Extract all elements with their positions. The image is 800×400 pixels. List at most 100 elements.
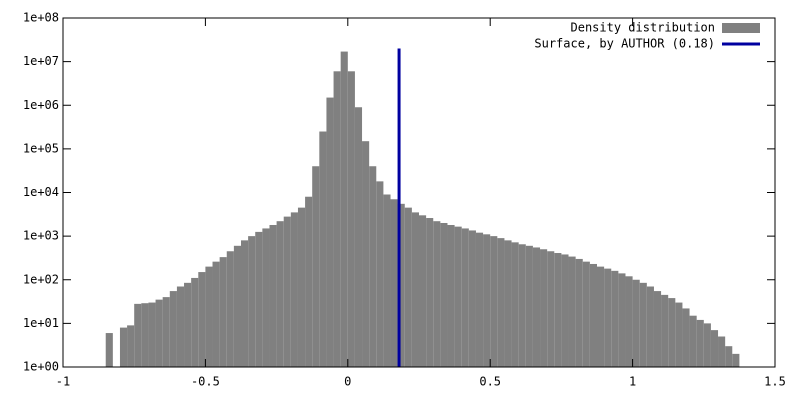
y-tick-label: 1e+00	[23, 360, 59, 374]
histogram-bar	[604, 268, 612, 367]
histogram-bar	[176, 286, 185, 367]
histogram-bar	[668, 298, 676, 367]
histogram-bar	[290, 212, 298, 367]
y-tick-label: 1e+07	[23, 54, 59, 68]
histogram-bar	[397, 203, 405, 367]
y-tick-label: 1e+06	[23, 98, 59, 112]
histogram-bar	[710, 330, 719, 367]
x-tick-label: -1	[56, 375, 70, 389]
histogram-bar	[589, 263, 597, 367]
histogram-bar	[433, 221, 441, 367]
histogram-bar	[134, 303, 142, 367]
histogram-bar	[611, 270, 619, 367]
histogram-bar	[219, 257, 227, 367]
histogram-bar	[411, 212, 419, 367]
histogram-bar	[732, 353, 740, 367]
histogram-bar	[703, 323, 711, 367]
histogram-bar	[248, 236, 256, 367]
histogram-bar	[283, 216, 291, 367]
x-tick-label: -0.5	[191, 375, 220, 389]
histogram-bar	[162, 297, 170, 367]
histogram-bar	[419, 215, 427, 367]
histogram-bar	[554, 253, 562, 367]
histogram-bar	[625, 276, 633, 367]
histogram-bar	[653, 291, 662, 367]
histogram-bar	[241, 240, 249, 367]
histogram-bar	[262, 228, 270, 367]
histogram-bar	[511, 242, 519, 367]
histogram-bar	[468, 230, 476, 367]
histogram-bar	[212, 261, 220, 367]
y-tick-label: 1e+02	[23, 272, 59, 286]
histogram-bar	[440, 222, 448, 367]
histogram-bar	[347, 71, 355, 367]
y-tick-label: 1e+08	[23, 11, 59, 25]
histogram-bar	[725, 346, 733, 367]
histogram-bar	[269, 224, 277, 367]
histogram-bar	[276, 221, 284, 367]
x-tick-label: 1	[629, 375, 636, 389]
histogram-bar	[504, 240, 512, 367]
histogram-bar	[661, 294, 669, 367]
legend-swatch	[722, 23, 760, 33]
histogram-bar	[127, 325, 135, 367]
histogram-bar	[597, 266, 605, 367]
histogram-bar	[326, 97, 334, 367]
histogram-bar	[297, 207, 306, 367]
histogram-bar	[447, 224, 455, 367]
histogram-bar	[475, 232, 484, 367]
histogram-bar	[454, 226, 462, 367]
histogram-bar	[255, 231, 263, 367]
histogram-bar	[490, 236, 498, 367]
histogram-bar	[682, 308, 690, 367]
histogram-bar	[198, 272, 206, 367]
histogram-bar	[675, 302, 683, 367]
histogram-bar	[525, 245, 533, 367]
histogram-bar	[426, 218, 434, 367]
histogram-bar	[226, 251, 234, 367]
histogram-bar	[148, 302, 156, 367]
histogram-bar	[483, 234, 491, 367]
y-tick-label: 1e+04	[23, 185, 59, 199]
histogram-bar	[312, 166, 320, 367]
histogram-bar	[532, 247, 541, 367]
histogram-bar	[575, 258, 583, 367]
histogram-bar	[354, 107, 363, 368]
histogram-bar	[689, 315, 697, 367]
histogram-bar	[461, 228, 469, 367]
histogram-bar	[518, 244, 526, 367]
histogram-bar	[632, 279, 640, 367]
y-tick-label: 1e+01	[23, 316, 59, 330]
histogram-bar	[390, 199, 398, 367]
histogram-bar	[155, 299, 163, 367]
histogram-bar	[369, 166, 377, 367]
x-tick-label: 0.5	[479, 375, 501, 389]
y-tick-label: 1e+03	[23, 229, 59, 243]
histogram-bar	[561, 254, 569, 367]
histogram-bar	[646, 286, 654, 367]
histogram-bar	[141, 303, 149, 367]
histogram-bar	[497, 238, 505, 367]
histogram-bar	[568, 256, 576, 367]
histogram-bar	[376, 181, 384, 367]
histogram-bar	[333, 71, 341, 367]
histogram-bar	[340, 51, 348, 368]
histogram-bar	[547, 251, 555, 367]
histogram-bar	[319, 131, 327, 367]
histogram-bar	[119, 327, 128, 367]
histogram-bar	[383, 194, 391, 367]
histogram-bar	[205, 266, 213, 367]
legend-label: Density distribution	[571, 21, 716, 35]
histogram-bar	[105, 333, 113, 367]
histogram-bar	[582, 261, 590, 367]
histogram-bar	[540, 249, 548, 367]
histogram-bar	[639, 282, 647, 367]
histogram-bar	[618, 273, 626, 367]
histogram-bar	[696, 319, 704, 367]
histogram-bar	[404, 207, 412, 367]
legend-label: Surface, by AUTHOR (0.18)	[534, 37, 715, 51]
x-tick-label: 0	[344, 375, 351, 389]
histogram-bar	[718, 336, 726, 367]
histogram-bar	[184, 282, 192, 367]
